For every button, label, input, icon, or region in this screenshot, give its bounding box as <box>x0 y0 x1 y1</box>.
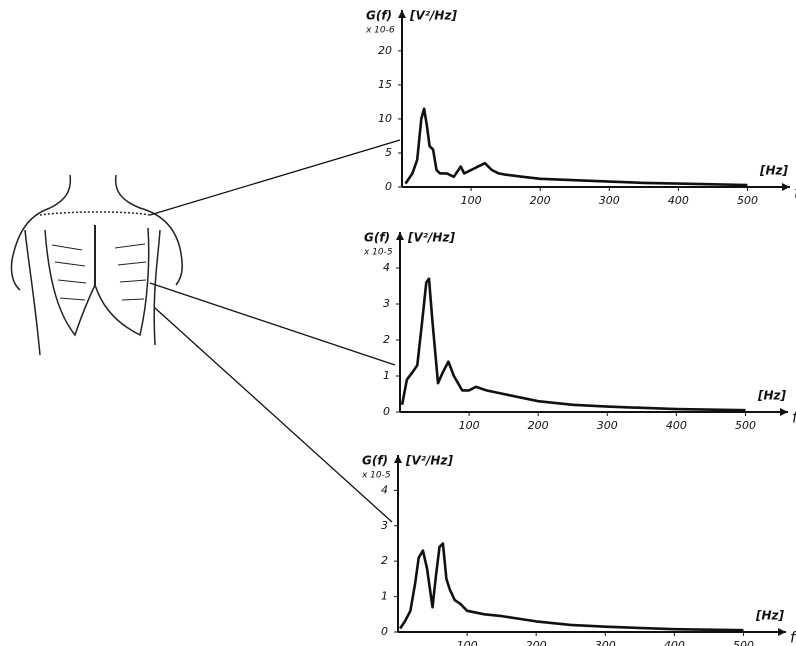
figure: G(f)[V²/Hz]x 10-6[Hz]f051015201002003004… <box>0 0 796 646</box>
x-axis-arrow <box>778 628 786 636</box>
y-axis-arrow <box>396 232 404 240</box>
y-tick-label: 4 <box>383 261 390 274</box>
x-tick-label: 500 <box>735 419 756 432</box>
x-tick-label: 300 <box>597 419 618 432</box>
line-chart: G(f)[V²/Hz]x 10-6[Hz]f051015201002003004… <box>365 9 796 208</box>
y-tick-label: 4 <box>381 483 388 496</box>
x-tick-label: 100 <box>459 419 480 432</box>
x-tick-label: 400 <box>666 419 687 432</box>
x-unit: [Hz] <box>759 164 789 178</box>
spectrum-line <box>406 109 748 185</box>
x-tick-label: 200 <box>530 194 551 207</box>
y-scale-label: x 10-6 <box>365 26 395 36</box>
y-axis-arrow <box>398 10 406 18</box>
y-tick-label: 1 <box>381 590 388 603</box>
spectrum-line <box>400 544 743 631</box>
y-tick-label: 15 <box>378 78 392 91</box>
x-tick-label: 200 <box>528 419 549 432</box>
x-tick-label: 300 <box>599 194 620 207</box>
y-tick-label: 10 <box>378 112 392 125</box>
line-chart: G(f) [V²/Hz] x 10-5 [Hz] f 0 1 2 3 4 100 200 300 400 5… <box>363 231 796 433</box>
y-tick-label: 3 <box>383 297 390 310</box>
y-unit: [V²/Hz] <box>409 9 457 23</box>
spectrum-line <box>402 279 745 410</box>
x-label: f <box>790 629 796 646</box>
y-unit: [V²/Hz] <box>407 231 455 245</box>
y-tick-label: 0 <box>385 180 392 193</box>
y-label: G(f) <box>366 9 392 23</box>
x-tick-label: 400 <box>664 639 685 646</box>
x-axis-arrow <box>782 183 790 191</box>
y-tick-label: 0 <box>383 405 390 418</box>
torso-drawing <box>11 175 182 355</box>
y-unit: [V²/Hz] <box>405 454 453 468</box>
y-tick-label: 2 <box>381 554 388 567</box>
y-tick-label: 3 <box>381 519 388 532</box>
y-tick-label: 2 <box>383 333 390 346</box>
x-tick-label: 500 <box>737 194 758 207</box>
y-tick-label: 1 <box>383 369 390 382</box>
x-tick-label: 100 <box>457 639 478 646</box>
y-tick-label: 20 <box>378 44 392 57</box>
y-axis-arrow <box>394 455 402 463</box>
y-tick-label: 0 <box>381 625 388 638</box>
x-unit: [Hz] <box>757 389 787 403</box>
y-scale-label: x 10-5 <box>363 248 393 258</box>
x-unit: [Hz] <box>755 609 785 623</box>
connector-line <box>150 140 400 215</box>
y-label: G(f) <box>362 454 388 468</box>
x-tick-label: 500 <box>733 639 754 646</box>
y-label: G(f) <box>364 231 390 245</box>
connector-line <box>155 308 392 522</box>
x-tick-label: 300 <box>595 639 616 646</box>
y-tick-label: 5 <box>385 146 392 159</box>
x-axis-arrow <box>780 408 788 416</box>
line-chart: G(f) [V²/Hz] x 10-5 [Hz] f 0 1 2 3 4 100 200 300 400 5… <box>361 454 796 646</box>
x-label: f <box>792 409 796 427</box>
connector-line <box>150 283 395 365</box>
y-scale-label: x 10-5 <box>361 471 391 481</box>
x-tick-label: 100 <box>461 194 482 207</box>
x-tick-label: 200 <box>526 639 547 646</box>
x-tick-label: 400 <box>668 194 689 207</box>
